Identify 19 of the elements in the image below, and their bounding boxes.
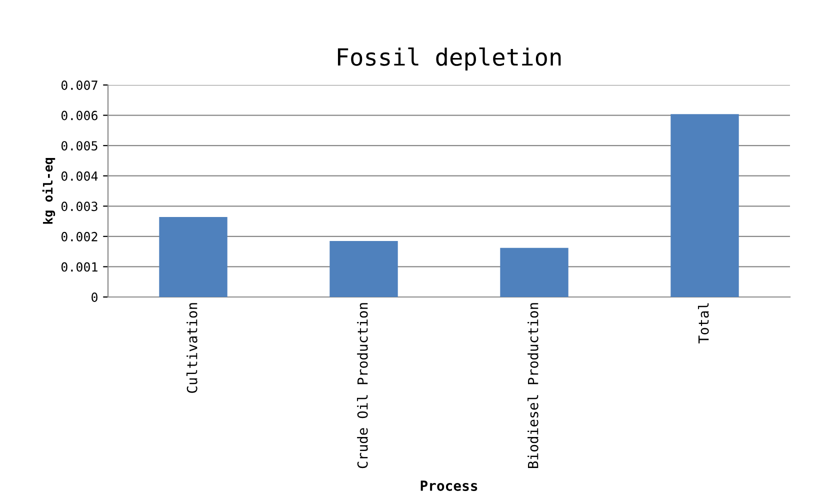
bar bbox=[670, 114, 739, 297]
y-tick-label: 0.001 bbox=[61, 262, 98, 272]
y-tick-label: 0.003 bbox=[61, 202, 98, 212]
y-tick-label: 0.002 bbox=[61, 232, 98, 242]
y-tick-label: 0.007 bbox=[61, 80, 98, 90]
y-tick-label: 0.005 bbox=[61, 141, 98, 151]
y-tick-label: 0.004 bbox=[61, 171, 98, 181]
y-tick-label: 0 bbox=[92, 292, 98, 302]
y-axis-title: kg oil-eq bbox=[42, 158, 56, 224]
bar bbox=[159, 217, 228, 297]
chart-title: Fossil depletion bbox=[338, 47, 561, 70]
y-tick-label: 0.006 bbox=[61, 110, 98, 120]
bar bbox=[500, 248, 568, 297]
x-tick-label: Cultivation bbox=[186, 303, 198, 393]
x-tick-label: Biodiesel Production bbox=[527, 303, 538, 468]
bar bbox=[330, 240, 398, 297]
x-tick-label: Crude Oil Production bbox=[356, 303, 368, 468]
x-axis-title: Process bbox=[420, 480, 478, 491]
x-tick-label: Total bbox=[698, 303, 709, 344]
